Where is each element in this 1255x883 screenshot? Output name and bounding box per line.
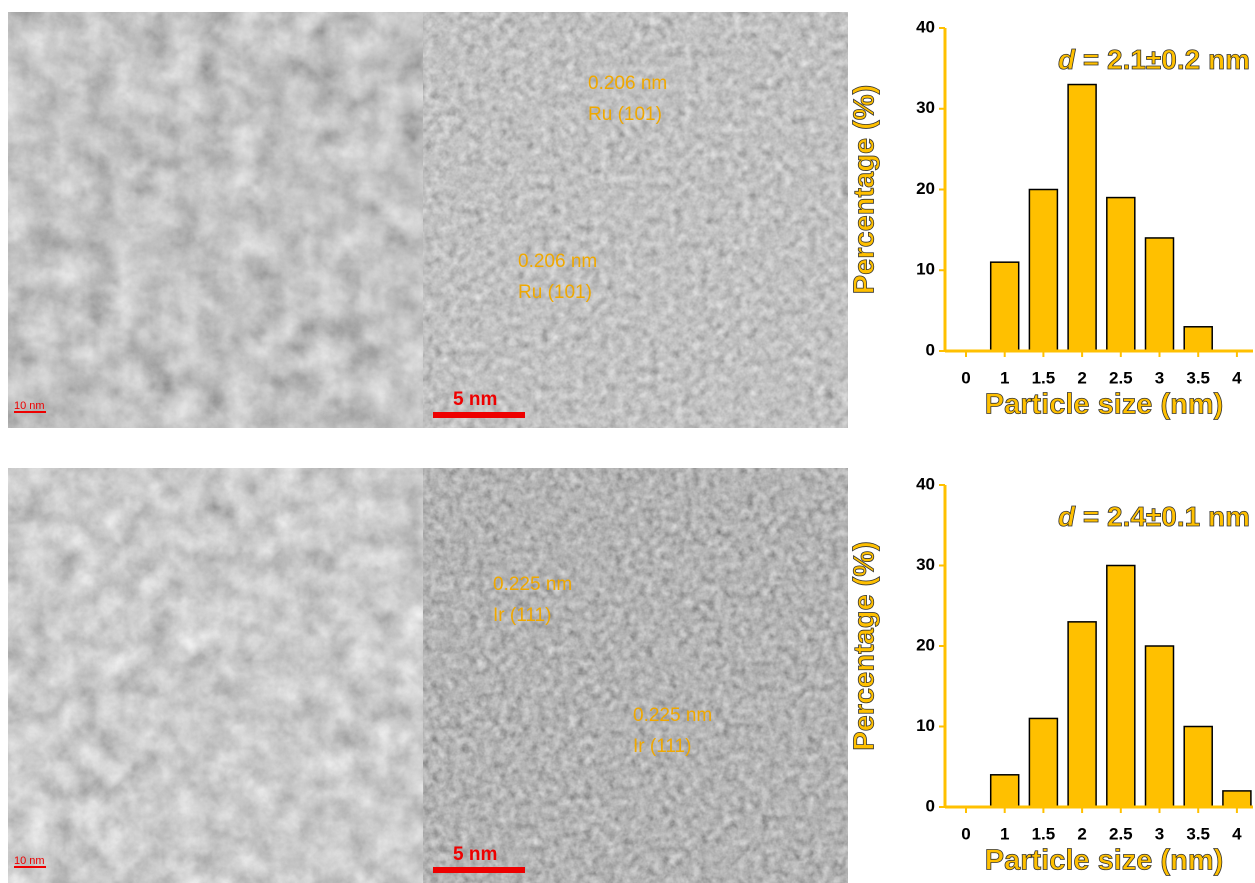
tem-image — [423, 468, 848, 883]
bar — [991, 262, 1019, 351]
annotation-symbol: d — [1058, 44, 1076, 75]
lattice-label: Ru (101) — [588, 104, 662, 125]
scale-bar-label: 10 nm — [14, 855, 45, 867]
y-tick-label: 10 — [916, 716, 935, 735]
x-tick-label: 1.5 — [1032, 824, 1056, 843]
x-tick-label: 2.5 — [1109, 368, 1133, 387]
y-tick-label: 0 — [926, 340, 935, 359]
x-axis-title: Particle size (nm) — [985, 845, 1224, 877]
x-tick-label: 4 — [1232, 824, 1242, 843]
x-tick-label: 2 — [1077, 368, 1086, 387]
lattice-label: 0.206 nm — [588, 73, 667, 94]
tem-image — [8, 468, 423, 883]
annotation-symbol: d — [1058, 501, 1076, 532]
y-tick-label: 30 — [916, 98, 935, 117]
bar — [991, 775, 1019, 807]
x-tick-label: 1 — [1000, 368, 1009, 387]
x-tick-label: 0 — [961, 824, 970, 843]
bar — [1107, 566, 1135, 808]
lattice-label: 0.206 nm — [518, 251, 597, 272]
x-tick-label: 2 — [1077, 824, 1086, 843]
y-tick-label: 40 — [916, 17, 935, 36]
x-tick-label: 0 — [961, 368, 970, 387]
lattice-label: Ir (111) — [633, 736, 691, 757]
bar — [1184, 727, 1212, 808]
bar — [1223, 791, 1251, 807]
figure: 10 nm 5 nm 0.206 nm Ru (101) 0.206 nm Ru (101… — [0, 0, 1255, 883]
x-tick-label: 3 — [1155, 368, 1164, 387]
annotation: d = 2.1±0.2 nm — [1058, 44, 1250, 75]
annotation: d = 2.4±0.1 nm — [1058, 501, 1250, 532]
annotation-text: = 2.4±0.1 nm — [1083, 501, 1250, 532]
bar — [1184, 327, 1212, 351]
y-tick-label: 10 — [916, 260, 935, 279]
bar — [1146, 238, 1174, 351]
bar — [1068, 85, 1096, 351]
scale-bar — [433, 867, 525, 873]
x-tick-label: 1 — [1000, 824, 1009, 843]
y-tick-label: 30 — [916, 555, 935, 574]
x-tick-label: 3 — [1155, 824, 1164, 843]
y-axis-title: Percentage (%) — [849, 85, 881, 295]
tem-image — [8, 12, 423, 428]
annotation-text: = 2.1±0.2 nm — [1083, 44, 1250, 75]
lattice-label: Ir (111) — [493, 605, 551, 626]
x-tick-label: 3.5 — [1186, 824, 1210, 843]
bar — [1068, 622, 1096, 807]
bar — [1107, 198, 1135, 351]
x-tick-label: 2.5 — [1109, 824, 1133, 843]
x-tick-label: 1.5 — [1032, 368, 1056, 387]
scale-bar — [433, 412, 525, 418]
y-tick-label: 40 — [916, 474, 935, 493]
lattice-label: Ru (101) — [518, 282, 592, 303]
x-axis-title: Particle size (nm) — [985, 389, 1224, 421]
scale-bar-label: 5 nm — [453, 844, 497, 865]
bar — [1029, 718, 1057, 807]
scale-bar-label: 10 nm — [14, 400, 45, 412]
x-tick-label: 4 — [1232, 368, 1242, 387]
y-tick-label: 20 — [916, 179, 935, 198]
bar — [1029, 190, 1057, 352]
bar — [1146, 646, 1174, 807]
y-tick-label: 0 — [926, 796, 935, 815]
y-tick-label: 20 — [916, 635, 935, 654]
x-tick-label: 3.5 — [1186, 368, 1210, 387]
lattice-label: 0.225 nm — [633, 705, 712, 726]
scale-bar-label: 5 nm — [453, 389, 497, 410]
lattice-label: 0.225 nm — [493, 574, 572, 595]
y-axis-title: Percentage (%) — [849, 541, 881, 751]
